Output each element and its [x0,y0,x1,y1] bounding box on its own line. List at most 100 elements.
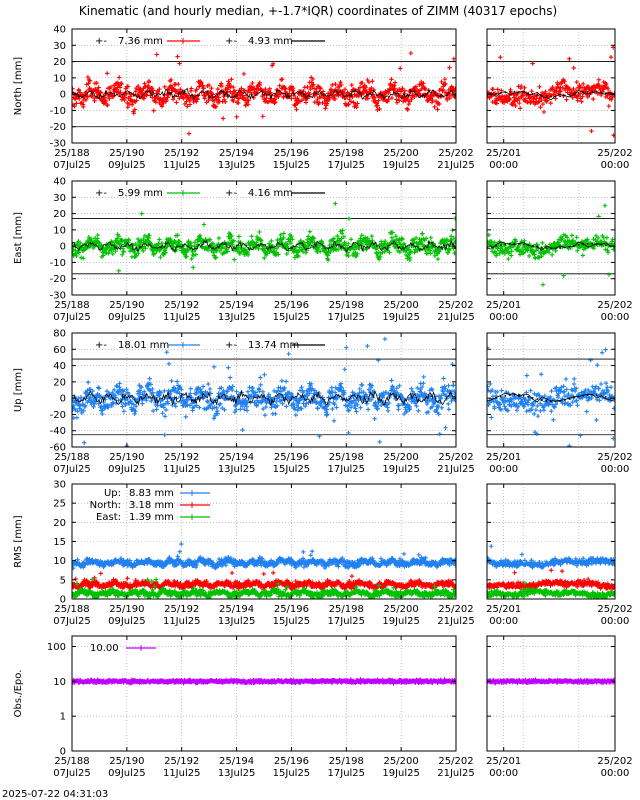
data-point [262,559,268,564]
data-point [346,253,351,259]
data-point [598,87,603,93]
data-point [197,405,202,410]
legend-marker [180,190,186,196]
data-point [149,398,154,404]
data-point [401,241,407,247]
data-point [92,98,97,103]
median-point [522,243,525,246]
data-point [165,242,170,248]
data-point [219,81,224,86]
median-point [582,91,584,94]
x-tick-label-date: 17Jul25 [328,312,366,323]
data-point [259,399,265,404]
data-point [118,556,124,561]
data-point [116,89,121,94]
data-point [346,241,351,246]
data-point [571,65,576,71]
data-point [219,83,225,89]
data-point [423,86,428,92]
data-point [272,97,277,102]
data-point [388,81,393,86]
data-point [234,114,239,120]
series-rms-1 [72,570,456,592]
data-point [114,384,120,389]
x-tick-label-date: 09Jul25 [108,464,146,475]
data-point [325,257,331,263]
median-point [499,244,502,246]
median-point [495,396,498,399]
y-tick-label: 40 [53,25,66,36]
data-point [85,74,91,80]
x-tick-label-date: 07Jul25 [53,160,91,171]
data-point [103,98,109,104]
data-point [341,234,347,240]
data-point [339,231,345,236]
data-point [537,84,542,89]
data-point [197,233,203,238]
data-point [179,387,184,392]
data-point [132,411,137,417]
data-point [407,99,413,104]
data-point [82,440,87,445]
data-point [276,94,281,100]
data-point [605,384,610,390]
data-point [96,386,102,391]
median-point [508,90,511,93]
data-point [105,102,110,108]
data-point [262,413,268,418]
data-point [82,403,88,408]
data-point [88,387,93,392]
data-point [116,268,121,273]
data-point [131,402,137,407]
data-point [538,372,544,377]
data-point [452,391,456,397]
data-point [193,252,199,257]
data-point [226,85,231,90]
median-point [554,95,557,98]
data-point [164,349,170,355]
data-point [346,216,352,221]
data-point [426,409,431,415]
data-point [75,249,81,255]
x-tick-label-date: 21Jul25 [437,312,475,323]
data-point [78,255,84,260]
data-point [584,409,589,414]
median-point [554,400,557,403]
data-point [369,383,375,388]
data-point [214,405,219,411]
data-point [104,71,110,76]
data-point [385,408,391,413]
data-point [574,386,579,391]
data-point [415,385,420,391]
data-point [396,403,402,408]
data-point [418,387,423,392]
data-point [547,399,553,405]
legend-prefix: +- [225,188,237,199]
data-point [292,255,298,260]
data-point [583,246,589,251]
data-point [528,244,534,250]
median-point [540,246,543,249]
data-point [133,254,138,259]
data-point [361,90,367,96]
data-point [412,94,417,100]
x-tick-label-date: 19Jul25 [382,464,420,475]
median-point [495,245,498,247]
data-point [75,409,80,414]
data-point [260,114,265,119]
data-point [157,393,162,398]
median-point [609,397,612,400]
data-point [591,246,597,251]
data-point [562,79,567,84]
data-point [151,108,156,113]
data-point [397,249,403,255]
data-point [405,107,410,112]
median-point [527,244,530,246]
data-point [126,101,132,107]
data-point [231,238,236,243]
data-point [448,92,454,98]
x-tick-label: 25/188 [54,148,89,159]
series-up-0 [72,336,456,447]
plot-area [72,201,456,273]
data-point [94,80,99,86]
